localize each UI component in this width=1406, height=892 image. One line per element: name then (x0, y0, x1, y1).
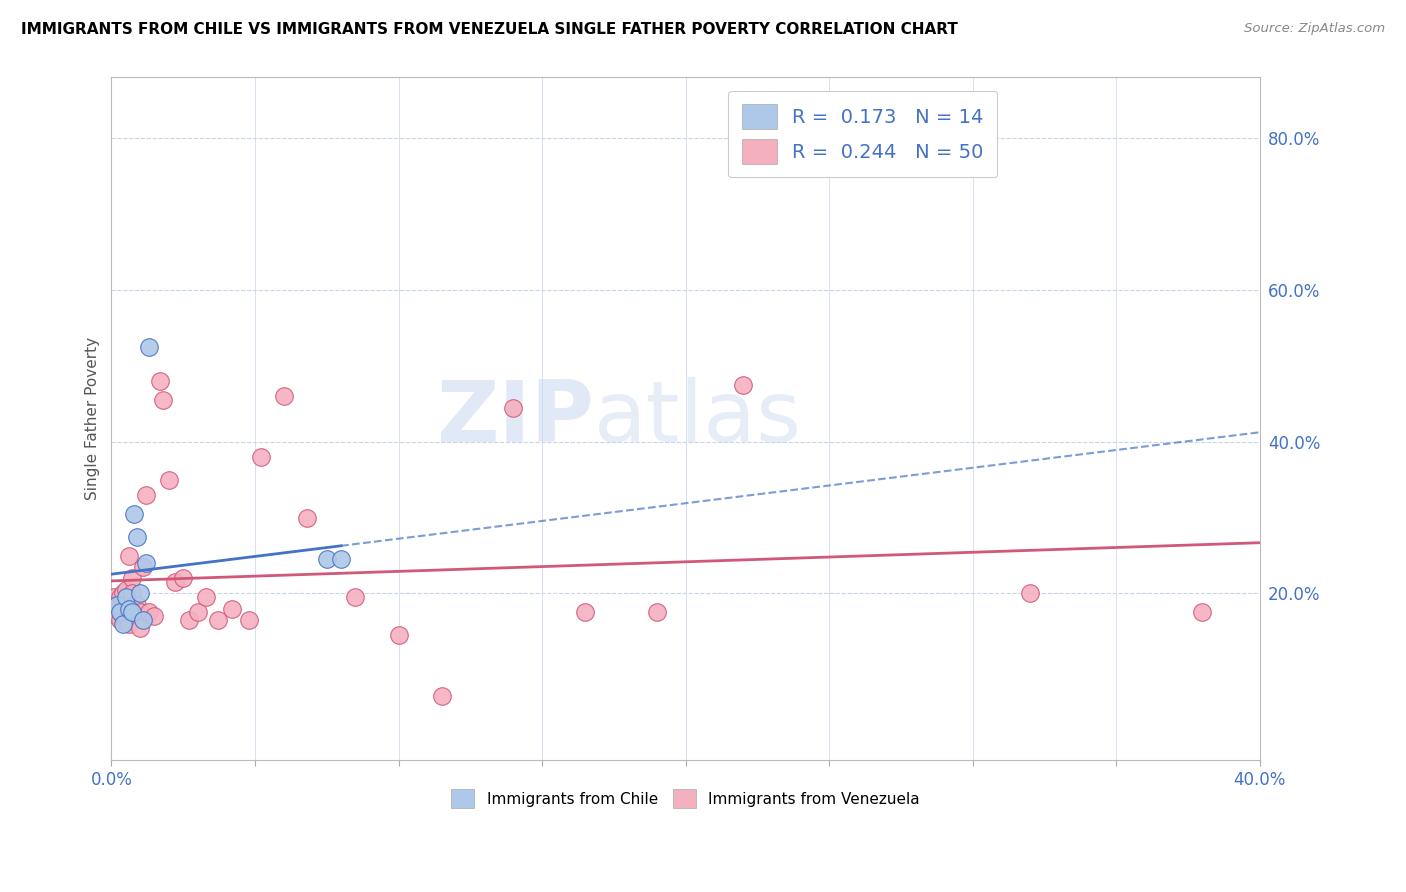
Point (103, 591, 125, 605)
Point (105, 609, 128, 624)
Point (1019, 586, 1042, 600)
Point (149, 374, 172, 388)
Point (295, 510, 318, 524)
Point (430, 689, 453, 703)
Point (238, 613, 260, 627)
Point (124, 598, 146, 612)
Point (273, 389, 295, 403)
Point (129, 606, 152, 620)
Point (121, 606, 143, 620)
Point (108, 606, 131, 620)
Y-axis label: Single Father Poverty: Single Father Poverty (86, 337, 100, 500)
Point (127, 598, 149, 612)
Point (138, 606, 160, 620)
Point (108, 613, 131, 627)
Point (127, 529, 149, 543)
Point (121, 586, 143, 600)
Point (114, 582, 136, 597)
Point (111, 586, 134, 600)
Point (172, 571, 194, 585)
Text: Source: ZipAtlas.com: Source: ZipAtlas.com (1244, 22, 1385, 36)
Point (731, 377, 754, 392)
Point (117, 549, 139, 563)
Point (108, 598, 131, 612)
Point (163, 575, 186, 590)
Point (105, 598, 128, 612)
Point (135, 556, 157, 570)
Point (138, 340, 160, 354)
Point (249, 450, 271, 464)
Point (387, 628, 409, 642)
Point (315, 552, 337, 566)
Point (117, 616, 139, 631)
Text: atlas: atlas (593, 377, 801, 460)
Point (143, 609, 166, 624)
Point (108, 591, 131, 605)
Text: ZIP: ZIP (436, 377, 593, 460)
Point (114, 598, 136, 612)
Point (132, 613, 155, 627)
Point (502, 401, 524, 415)
Point (111, 609, 134, 624)
Point (187, 606, 209, 620)
Point (1191, 606, 1213, 620)
Point (207, 613, 229, 627)
Point (177, 613, 200, 627)
Point (135, 488, 157, 502)
Point (195, 591, 218, 605)
Point (121, 571, 143, 585)
Point (157, 473, 180, 487)
Point (124, 507, 146, 521)
Point (330, 552, 353, 566)
Point (132, 560, 155, 574)
Point (152, 392, 174, 407)
Point (114, 613, 136, 627)
Point (344, 591, 367, 605)
Legend: Immigrants from Chile, Immigrants from Venezuela: Immigrants from Chile, Immigrants from V… (446, 783, 927, 814)
Text: IMMIGRANTS FROM CHILE VS IMMIGRANTS FROM VENEZUELA SINGLE FATHER POVERTY CORRELA: IMMIGRANTS FROM CHILE VS IMMIGRANTS FROM… (21, 22, 957, 37)
Point (111, 616, 134, 631)
Point (129, 586, 152, 600)
Point (117, 606, 139, 620)
Point (103, 606, 125, 620)
Point (129, 621, 152, 635)
Point (645, 606, 668, 620)
Point (111, 598, 134, 612)
Point (574, 606, 596, 620)
Point (221, 601, 243, 615)
Point (124, 606, 146, 620)
Point (114, 591, 136, 605)
Point (117, 601, 139, 615)
Point (105, 598, 128, 612)
